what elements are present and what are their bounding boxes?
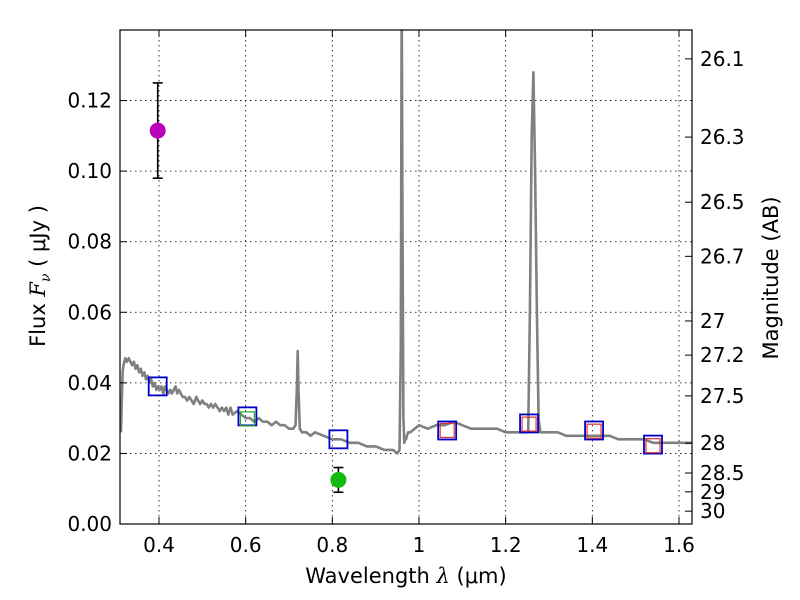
blue-square-marker: [147, 376, 168, 397]
blue-square-marker: [328, 429, 349, 450]
plot-frame: [119, 29, 693, 525]
x-tick-label: 1.4: [576, 533, 608, 557]
y-axis-label-symbol: F: [26, 281, 50, 298]
y-tick-label: 0.08: [67, 230, 112, 254]
green-data-point: [330, 471, 347, 488]
x-tick-label: 0.8: [316, 533, 348, 557]
x-tick-label: 0.6: [230, 533, 262, 557]
x-tick-label: 1.2: [490, 533, 522, 557]
x-axis-label: Wavelength λ (μm): [305, 564, 506, 588]
blue-square-marker: [519, 413, 539, 434]
x-tick-label: 1: [413, 533, 426, 557]
y-right-tick-label: 28: [700, 431, 725, 455]
blue-square-marker: [437, 420, 458, 441]
y-axis-label: Flux Fν ( μJy ): [26, 205, 54, 347]
y-tick-label: 0.06: [67, 300, 112, 324]
blue-square-marker: [643, 434, 663, 455]
y-axis: 0.00 0.02 0.04 0.06 0.08 0.10 0.12: [67, 89, 127, 536]
series-layer: [120, 30, 692, 494]
y-right-tick-label: 26.7: [700, 244, 745, 268]
red-square-marker: [521, 416, 537, 432]
magenta-data-point: [149, 122, 166, 139]
y-right-tick-label: 30: [700, 499, 725, 523]
x-axis-label-symbol: λ: [436, 564, 450, 588]
x-tick-label: 0.4: [143, 533, 175, 557]
y-right-tick-label: 26.1: [700, 47, 745, 71]
y-right-tick-label: 27.2: [700, 343, 745, 367]
y-tick-label: 0.12: [67, 89, 112, 113]
y-axis-label-subscript: ν: [38, 273, 54, 282]
blue-square-marker: [584, 420, 604, 441]
y-tick-label: 0.10: [67, 159, 112, 183]
y-axis-right-label: Magnitude (AB): [759, 196, 783, 359]
red-square-marker: [439, 422, 455, 439]
y-right-tick-label: 27: [700, 309, 725, 333]
y-right-tick-label: 29: [700, 480, 725, 504]
y-right-tick-label: 28.5: [700, 461, 745, 485]
y-right-tick-label: 26.5: [700, 190, 745, 214]
y-tick-label: 0.04: [67, 371, 112, 395]
y-right-tick-label: 27.5: [700, 384, 745, 408]
y-right-tick-label: 26.3: [700, 125, 745, 149]
y-tick-label: 0.02: [67, 441, 112, 465]
y-tick-label: 0.00: [67, 512, 112, 536]
x-axis: 0.4 0.6 0.8 1 1.2 1.4 1.6: [143, 30, 695, 557]
spectrum-line: [120, 30, 692, 455]
green-square-marker: [239, 411, 255, 427]
red-square-marker: [645, 438, 661, 454]
red-square-marker: [586, 423, 602, 439]
x-tick-label: 1.6: [663, 533, 695, 557]
